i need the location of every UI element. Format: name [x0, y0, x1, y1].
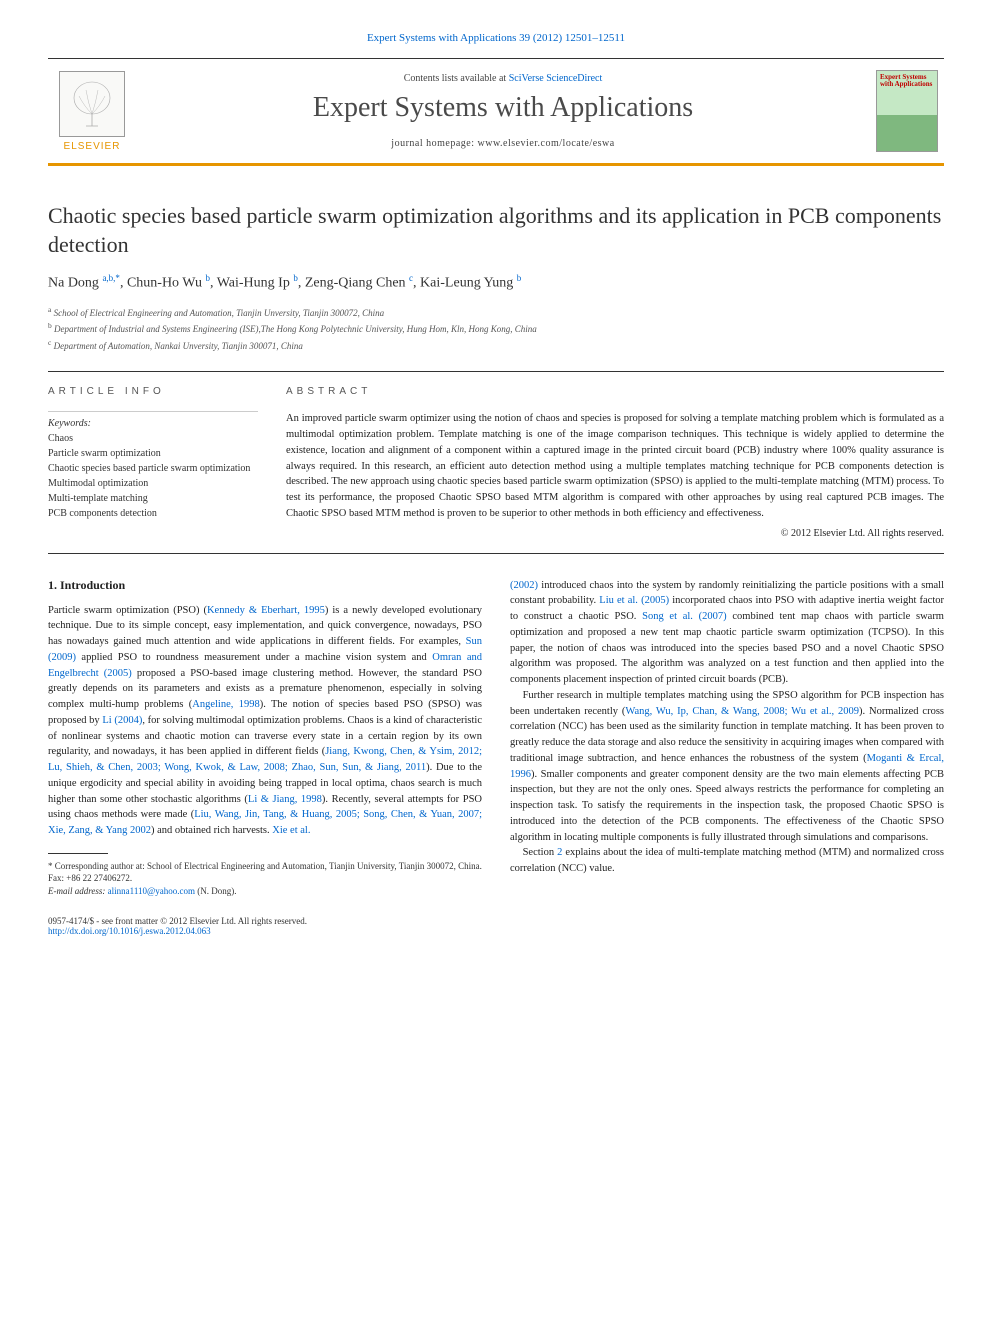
cover-title-text: Expert Systems with Applications — [880, 74, 934, 88]
right-body-text: (2002) introduced chaos into the system … — [510, 578, 944, 877]
footnote-separator — [48, 853, 108, 854]
keyword: Particle swarm optimization — [48, 446, 258, 461]
journal-header: ELSEVIER Contents lists available at Sci… — [48, 58, 944, 166]
keyword: Multi-template matching — [48, 491, 258, 506]
email-author-name: (N. Dong). — [197, 886, 236, 896]
abstract-heading: ABSTRACT — [286, 386, 944, 397]
keyword: Multimodal optimization — [48, 476, 258, 491]
doi-link[interactable]: http://dx.doi.org/10.1016/j.eswa.2012.04… — [48, 926, 211, 936]
abstract-column: ABSTRACT An improved particle swarm opti… — [286, 386, 944, 538]
sciencedirect-link[interactable]: SciVerse ScienceDirect — [509, 73, 603, 84]
affiliations: a School of Electrical Engineering and A… — [48, 304, 944, 354]
keywords-list: Chaos Particle swarm optimization Chaoti… — [48, 431, 258, 521]
right-column: (2002) introduced chaos into the system … — [510, 578, 944, 898]
email-label: E-mail address: — [48, 886, 105, 896]
abstract-text: An improved particle swarm optimizer usi… — [286, 411, 944, 521]
article-info-heading: ARTICLE INFO — [48, 386, 258, 397]
article-info-column: ARTICLE INFO Keywords: Chaos Particle sw… — [48, 386, 258, 538]
section-1-heading: 1. Introduction — [48, 578, 482, 593]
authors-line: Na Dong a,b,*, Chun-Ho Wu b, Wai-Hung Ip… — [48, 273, 944, 292]
journal-title: Expert Systems with Applications — [313, 92, 693, 124]
footer: 0957-4174/$ - see front matter © 2012 El… — [48, 916, 944, 936]
journal-homepage: journal homepage: www.elsevier.com/locat… — [391, 138, 614, 149]
elsevier-tree-icon — [59, 71, 125, 137]
affiliation-a: a School of Electrical Engineering and A… — [48, 304, 944, 321]
left-column: 1. Introduction Particle swarm optimizat… — [48, 578, 482, 898]
corresponding-author-footnote: * Corresponding author at: School of Ele… — [48, 860, 482, 898]
keyword: Chaos — [48, 431, 258, 446]
keywords-label: Keywords: — [48, 411, 258, 429]
journal-reference-link[interactable]: Expert Systems with Applications 39 (201… — [48, 32, 944, 44]
body-columns: 1. Introduction Particle swarm optimizat… — [48, 578, 944, 898]
elsevier-wordmark: ELSEVIER — [64, 141, 121, 152]
corresponding-author-text: * Corresponding author at: School of Ele… — [48, 860, 482, 885]
info-abstract-row: ARTICLE INFO Keywords: Chaos Particle sw… — [48, 371, 944, 553]
author-email-link[interactable]: alinna1110@yahoo.com — [108, 886, 195, 896]
email-line: E-mail address: alinna1110@yahoo.com (N.… — [48, 885, 482, 898]
contents-available-line: Contents lists available at SciVerse Sci… — [404, 73, 603, 84]
affiliation-c: c Department of Automation, Nankai Unver… — [48, 337, 944, 354]
journal-cover: Expert Systems with Applications — [870, 59, 944, 163]
keyword: Chaotic species based particle swarm opt… — [48, 461, 258, 476]
elsevier-logo: ELSEVIER — [48, 59, 136, 163]
article-title: Chaotic species based particle swarm opt… — [48, 202, 944, 259]
contents-prefix: Contents lists available at — [404, 73, 509, 84]
journal-cover-image: Expert Systems with Applications — [876, 70, 938, 152]
keyword: PCB components detection — [48, 506, 258, 521]
left-body-text: Particle swarm optimization (PSO) (Kenne… — [48, 603, 482, 839]
affiliation-b: b Department of Industrial and Systems E… — [48, 320, 944, 337]
header-center: Contents lists available at SciVerse Sci… — [136, 59, 870, 163]
abstract-copyright: © 2012 Elsevier Ltd. All rights reserved… — [286, 528, 944, 539]
issn-line: 0957-4174/$ - see front matter © 2012 El… — [48, 916, 944, 926]
